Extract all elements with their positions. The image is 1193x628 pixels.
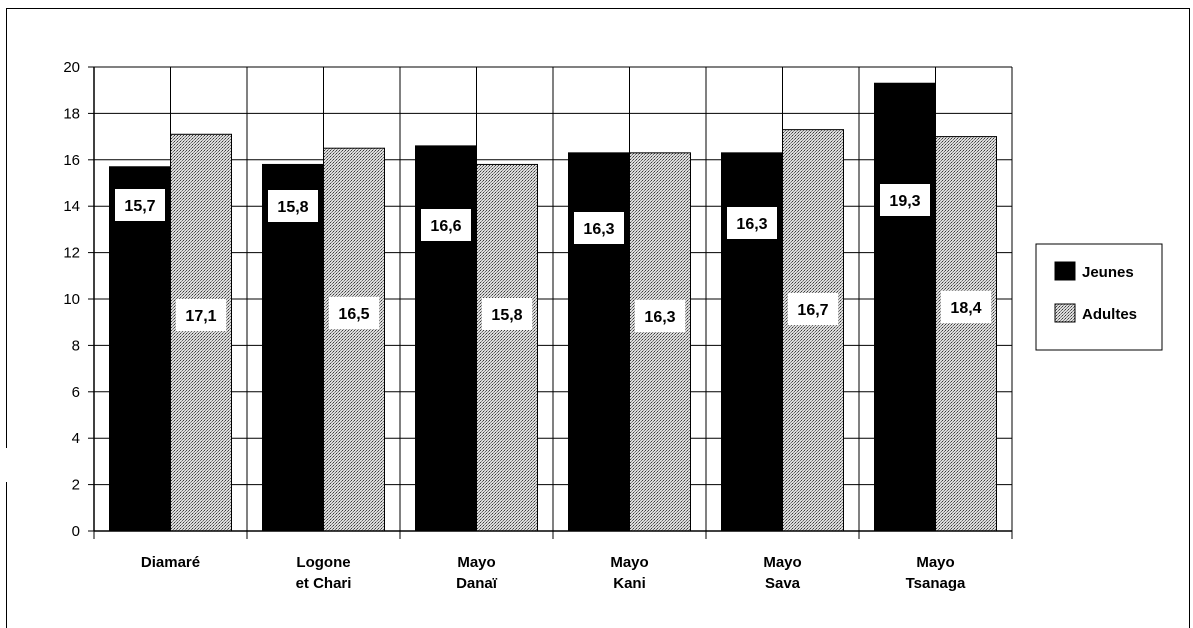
- data-label-box: [268, 190, 318, 222]
- bar-jeunes: [568, 152, 630, 532]
- bar-adultes: [170, 133, 232, 532]
- chart-frame-top: [6, 8, 1190, 9]
- data-label-jeunes: 16,3: [736, 216, 767, 233]
- data-label-box: [482, 298, 532, 330]
- data-label-jeunes: 15,8: [277, 199, 308, 216]
- x-category-label: Logone: [296, 554, 350, 571]
- x-category-label: Danaï: [456, 575, 498, 592]
- legend-label-adultes: Adultes: [1082, 306, 1137, 323]
- axes: 0 2 4 6 8 10 12 14 16 18 20 Diamaré Logone et Chari Ma…: [63, 59, 1013, 592]
- bar-adultes: [935, 136, 997, 532]
- chart-frame-right: [1189, 8, 1190, 628]
- bars: [109, 82, 997, 532]
- bar-adultes: [323, 147, 385, 532]
- legend-swatch-adultes: [1054, 303, 1076, 323]
- data-labels: 15,7 15,8 16,6 16,3 16,3 19,3 17,1 16,5 15,8 16,3…: [115, 184, 991, 332]
- y-tick-label: 0: [72, 523, 80, 540]
- data-label-box: [115, 189, 165, 221]
- bar-jeunes: [415, 145, 477, 532]
- data-label-box: [421, 209, 471, 241]
- x-category-label: Mayo: [763, 554, 801, 571]
- data-label-adultes: 16,5: [338, 306, 369, 323]
- data-label-box: [574, 212, 624, 244]
- y-tick-label: 18: [63, 105, 80, 122]
- y-tick-label: 2: [72, 477, 80, 494]
- x-category-label: et Chari: [296, 575, 352, 592]
- x-category-label: Mayo: [916, 554, 954, 571]
- legend: Jeunes Adultes: [1035, 243, 1163, 351]
- data-label-jeunes: 16,3: [583, 221, 614, 238]
- data-label-adultes: 16,7: [797, 302, 828, 319]
- bar-jeunes: [874, 82, 936, 532]
- data-label-adultes: 18,4: [950, 300, 981, 317]
- data-label-jeunes: 15,7: [124, 198, 155, 215]
- data-label-adultes: 16,3: [644, 309, 675, 326]
- x-category-label: Mayo: [457, 554, 495, 571]
- data-label-box: [176, 299, 226, 331]
- y-tick-label: 12: [63, 245, 80, 262]
- y-tick-label: 6: [72, 384, 80, 401]
- x-category-label: Tsanaga: [906, 575, 966, 592]
- y-tick-label: 16: [63, 152, 80, 169]
- legend-label-jeunes: Jeunes: [1082, 264, 1134, 281]
- data-label-adultes: 15,8: [491, 307, 522, 324]
- chart-frame-left-lower: [6, 482, 7, 628]
- x-category-label: Mayo: [610, 554, 648, 571]
- data-label-box: [329, 297, 379, 329]
- y-tick-label: 14: [63, 198, 80, 215]
- data-label-adultes: 17,1: [185, 308, 216, 325]
- chart-frame-left: [6, 8, 7, 448]
- data-label-jeunes: 16,6: [430, 218, 461, 235]
- bar-jeunes: [262, 163, 324, 532]
- legend-swatch-jeunes: [1054, 261, 1076, 281]
- data-label-box: [635, 300, 685, 332]
- bar-adultes: [629, 152, 691, 532]
- bar-adultes: [476, 163, 538, 532]
- x-category-label: Sava: [765, 575, 801, 592]
- bar-jeunes: [109, 166, 171, 532]
- data-label-box: [941, 291, 991, 323]
- data-label-jeunes: 19,3: [889, 193, 920, 210]
- data-label-box: [788, 293, 838, 325]
- bar-adultes: [782, 129, 844, 532]
- legend-box: [1035, 243, 1163, 351]
- x-category-label: Diamaré: [141, 554, 200, 571]
- x-category-label: Kani: [613, 575, 646, 592]
- data-label-box: [880, 184, 930, 216]
- y-tick-label: 8: [72, 337, 80, 354]
- data-label-box: [727, 207, 777, 239]
- y-tick-label: 10: [63, 291, 80, 308]
- y-tick-label: 4: [72, 430, 80, 447]
- y-tick-label: 20: [63, 59, 80, 76]
